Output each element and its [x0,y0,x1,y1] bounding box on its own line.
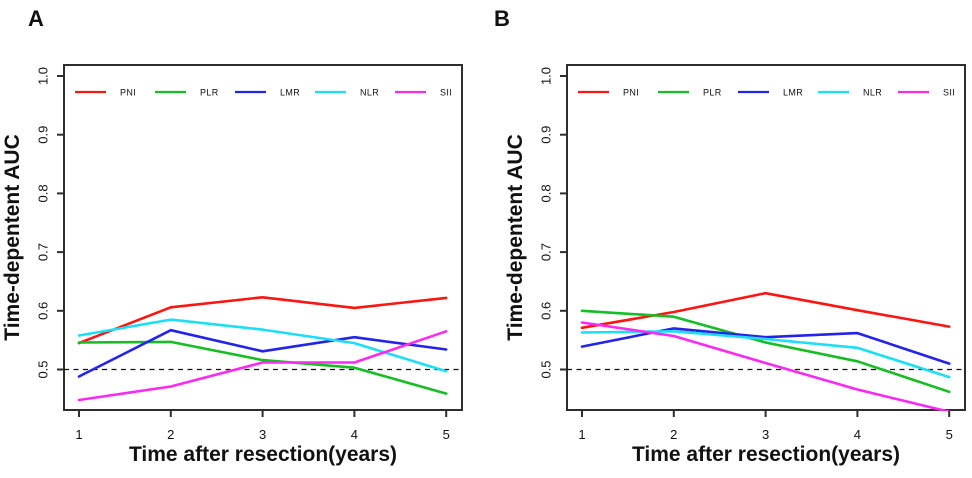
x-tick-label: 4 [351,427,358,442]
series-line-sii [77,329,448,402]
y-tick-label: 0.5 [35,360,50,378]
legend-label-pni: PNI [120,88,136,98]
y-axis-title: Time-depentent AUC [504,134,527,341]
series-line-lmr [580,327,951,365]
chart-panel-a: 0.5 0.6 0.7 0.8 0.9 1.0 1 2 3 4 5 PNI PLR LMR NLR SII Ti… [1,64,463,466]
x-tick-label: 1 [578,427,585,442]
y-tick-label: 0.8 [538,184,553,202]
y-tick-label: 0.7 [35,243,50,261]
plot-box [566,64,966,411]
legend-label-plr: PLR [703,88,722,98]
x-tick-label: 1 [75,427,82,442]
y-tick-label: 1.0 [35,67,50,85]
x-tick-label: 2 [670,427,677,442]
legend-label-sii: SII [943,88,955,98]
x-tick-label: 5 [443,427,450,442]
legend-label-plr: PLR [200,88,219,98]
x-tick-label: 4 [854,427,861,442]
series-line-sii [580,321,951,411]
legend-label-lmr: LMR [280,88,300,98]
legend-label-sii: SII [440,88,452,98]
y-tick-label: 0.8 [35,184,50,202]
series-line-nlr [580,329,951,379]
y-tick-label: 0.6 [35,302,50,320]
x-axis-title: Time after resection(years) [129,443,397,466]
y-tick-label: 0.9 [35,126,50,144]
y-tick-label: 1.0 [538,67,553,85]
series-line-plr [77,340,448,395]
chart-panel-b: 0.5 0.6 0.7 0.8 0.9 1.0 1 2 3 4 5 PNI PLR LMR NLR SII Ti… [504,64,966,466]
series-line-pni [580,291,951,330]
series-line-lmr [77,328,448,378]
series-group [77,295,448,402]
series-group [580,291,951,411]
y-tick-label: 0.5 [538,360,553,378]
y-tick-label: 0.9 [538,126,553,144]
panel-label-b: B [494,6,510,31]
legend-label-pni: PNI [623,88,639,98]
x-tick-label: 3 [259,427,266,442]
panel-label-a: A [28,6,44,31]
y-axis-title: Time-depentent AUC [1,134,24,341]
y-tick-label: 0.7 [538,243,553,261]
y-tick-label: 0.6 [538,302,553,320]
series-line-pni [77,295,448,345]
legend-label-nlr: NLR [863,88,882,98]
x-tick-label: 3 [762,427,769,442]
series-line-plr [580,309,951,394]
x-axis-title: Time after resection(years) [632,443,900,466]
legend-label-lmr: LMR [783,88,803,98]
x-tick-label: 5 [946,427,953,442]
legend-label-nlr: NLR [360,88,379,98]
x-tick-label: 2 [167,427,174,442]
